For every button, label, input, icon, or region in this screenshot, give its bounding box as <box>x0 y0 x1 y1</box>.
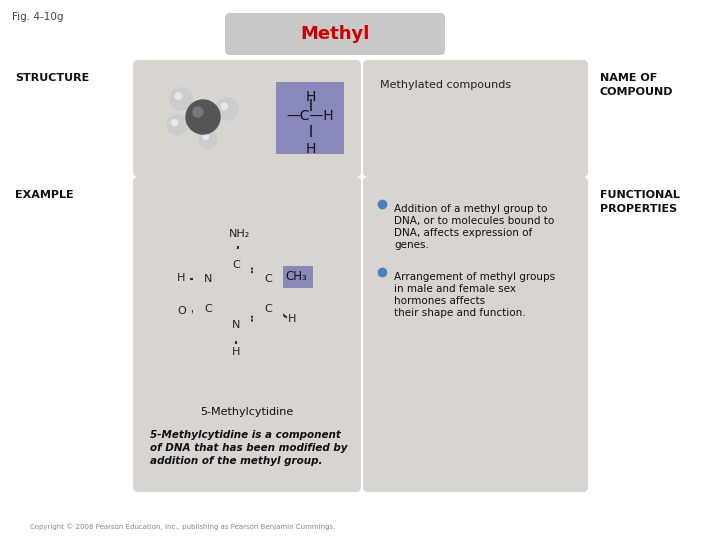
Text: H: H <box>176 273 185 283</box>
FancyBboxPatch shape <box>363 177 588 492</box>
Text: N: N <box>204 274 212 284</box>
Text: DNA, or to molecules bound to: DNA, or to molecules bound to <box>394 216 554 226</box>
Text: NH₂: NH₂ <box>230 229 251 239</box>
Text: of DNA that has been modified by: of DNA that has been modified by <box>150 443 348 453</box>
Text: EXAMPLE: EXAMPLE <box>15 190 73 200</box>
Circle shape <box>199 130 217 148</box>
Text: 5-Methylcytidine: 5-Methylcytidine <box>200 407 294 417</box>
Text: H: H <box>232 347 240 357</box>
Text: Addition of a methyl group to: Addition of a methyl group to <box>394 204 547 214</box>
FancyBboxPatch shape <box>276 82 344 154</box>
Text: 5-Methylcytidine is a component: 5-Methylcytidine is a component <box>150 430 341 440</box>
Text: genes.: genes. <box>394 240 429 250</box>
Text: C: C <box>264 304 272 314</box>
Text: C: C <box>204 304 212 314</box>
Text: Methylated compounds: Methylated compounds <box>380 80 511 90</box>
Circle shape <box>186 100 220 134</box>
Text: Methyl: Methyl <box>300 25 369 43</box>
Circle shape <box>175 93 181 99</box>
Text: H: H <box>306 142 316 156</box>
Circle shape <box>167 115 187 135</box>
Text: Fig. 4-10g: Fig. 4-10g <box>12 12 63 22</box>
Circle shape <box>193 107 203 117</box>
Text: N: N <box>232 320 240 330</box>
Text: —C—H: —C—H <box>286 109 333 123</box>
Text: STRUCTURE: STRUCTURE <box>15 73 89 83</box>
FancyBboxPatch shape <box>133 177 361 492</box>
Text: H: H <box>288 314 297 324</box>
Circle shape <box>203 134 209 139</box>
Circle shape <box>170 88 192 110</box>
Circle shape <box>216 98 238 120</box>
Text: O: O <box>177 306 186 316</box>
Text: CH₃: CH₃ <box>285 271 307 284</box>
Text: their shape and function.: their shape and function. <box>394 308 526 318</box>
FancyBboxPatch shape <box>363 60 588 177</box>
Text: Copyright © 2008 Pearson Education, Inc., publishing as Pearson Benjamin Cumming: Copyright © 2008 Pearson Education, Inc.… <box>30 523 336 530</box>
Text: hormones affects: hormones affects <box>394 296 485 306</box>
Text: FUNCTIONAL
PROPERTIES: FUNCTIONAL PROPERTIES <box>600 190 680 214</box>
FancyBboxPatch shape <box>133 60 361 177</box>
Circle shape <box>221 103 228 110</box>
FancyBboxPatch shape <box>279 266 313 288</box>
FancyBboxPatch shape <box>225 13 445 55</box>
Text: C: C <box>264 274 272 284</box>
Text: DNA, affects expression of: DNA, affects expression of <box>394 228 532 238</box>
Text: H: H <box>306 90 316 104</box>
Text: in male and female sex: in male and female sex <box>394 284 516 294</box>
Circle shape <box>171 119 178 125</box>
Text: Arrangement of methyl groups: Arrangement of methyl groups <box>394 272 555 282</box>
Text: addition of the methyl group.: addition of the methyl group. <box>150 456 323 466</box>
Text: NAME OF
COMPOUND: NAME OF COMPOUND <box>600 73 673 97</box>
Text: C: C <box>232 260 240 270</box>
